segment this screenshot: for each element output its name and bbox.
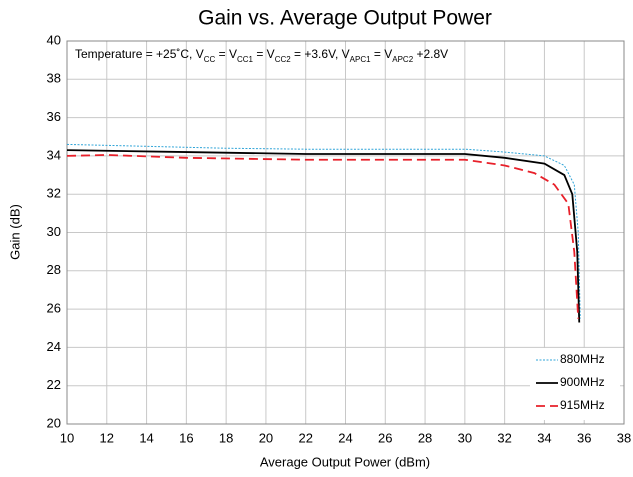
x-tick-label: 10 [60,430,74,445]
y-tick-label: 30 [47,224,61,239]
series-line [66,154,580,319]
x-axis-label: Average Output Power (dBm) [260,454,430,469]
series-line [66,143,581,319]
annotation-part: +2.8V [413,47,448,61]
y-tick-label: 24 [47,339,61,354]
x-tick-label: 26 [378,430,392,445]
annotation: Temperature = +25˚C, VCC = VCC1 = VCC2 =… [75,47,448,63]
x-tick-label: 28 [418,430,432,445]
x-tick-label: 38 [617,430,631,445]
x-tick-label: 36 [577,430,591,445]
y-tick-label: 40 [47,32,61,47]
x-tick-label: 30 [458,430,472,445]
x-tick-label: 22 [298,430,312,445]
x-tick-label: 18 [219,430,233,445]
plot-frame [66,40,625,425]
annotation-part: = V [215,47,237,61]
y-tick-label: 22 [47,377,61,392]
x-tick-label: 20 [259,430,273,445]
legend-label: 915MHz [560,398,605,412]
x-tick-label: 12 [100,430,114,445]
y-tick-label: 38 [47,71,61,86]
annotation-part: CC2 [275,55,292,64]
annotation-part: = V [253,47,275,61]
x-tick-label: 34 [537,430,551,445]
x-tick-label: 32 [497,430,511,445]
x-tick-label: 16 [179,430,193,445]
chart-title: Gain vs. Average Output Power [198,7,492,30]
y-tick-label: 26 [47,301,61,316]
y-tick-label: 32 [47,186,61,201]
annotation-part: CC [204,55,216,64]
annotation-part: = V [371,47,393,61]
y-tick-label: 20 [47,415,61,430]
annotation-part: CC1 [237,55,254,64]
x-tick-label: 14 [139,430,153,445]
x-tick-label: 24 [338,430,352,445]
y-axis-label: Gain (dB) [7,204,22,260]
annotation-part: APC2 [392,55,413,64]
annotation-part: Temperature = +25˚C, V [75,47,204,61]
annotation-part: = +3.6V, V [291,47,350,61]
y-tick-label: 28 [47,262,61,277]
annotation-part: APC1 [350,55,371,64]
y-tick-label: 36 [47,109,61,124]
legend-label: 880MHz [560,352,605,366]
legend-label: 900MHz [560,375,605,389]
y-tick-label: 34 [47,147,61,162]
series-line [66,149,581,323]
